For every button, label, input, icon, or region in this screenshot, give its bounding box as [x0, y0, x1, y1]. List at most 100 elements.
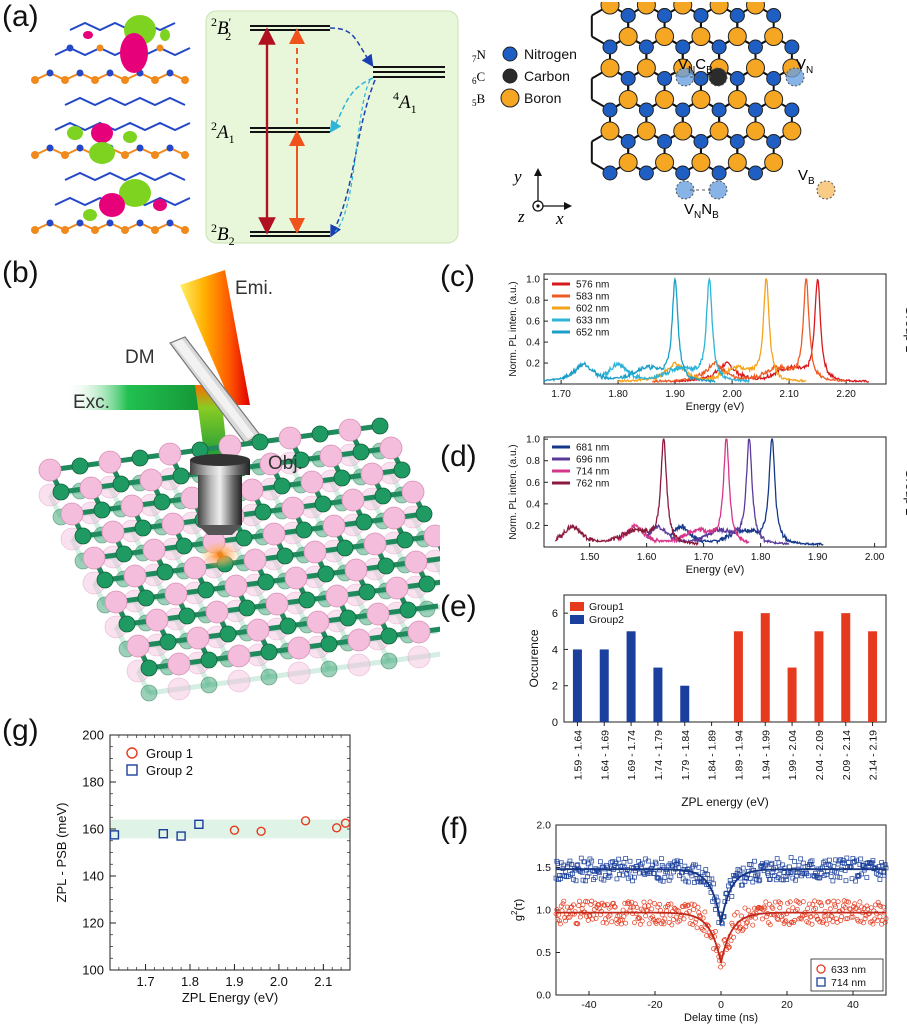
y-tick-label: 1.0 — [526, 275, 540, 286]
legend-atom-marker — [500, 88, 520, 108]
spectrum-series-line — [669, 278, 869, 383]
spectrum-series-line — [651, 278, 847, 384]
y-tick-label: 0.4 — [526, 338, 540, 349]
level-label-b2-prime: 2B′ 2 — [211, 15, 232, 43]
x-tick-label: 40 — [847, 999, 859, 1011]
chart-g-zpl-psb: 1.7 1.8 1.9 2.0 2.1 100 120 140 160 180 200 ZPL Ene… — [54, 728, 351, 1005]
scatter-point — [109, 830, 120, 840]
chart-d-group2-spectra: 1.50 1.60 1.70 1.80 1.90 2.00 0.2 0.4 0.6 0.8 1.0 E… — [508, 435, 907, 576]
x-axis-label: Energy (eV) — [686, 401, 745, 413]
y-axis-label: g2(τ) — [510, 899, 525, 921]
x-tick-label: 1.60 — [637, 552, 657, 563]
panel-label-f: (f) — [440, 812, 469, 845]
legend-atom-marker — [502, 46, 518, 62]
legend-entry: 681 nm — [576, 443, 609, 454]
y-tick-label: 2.0 — [536, 820, 551, 832]
y-tick-label: 0 — [552, 717, 558, 729]
x-category-label: 1.69 - 1.74 — [626, 730, 638, 780]
spectrum-series-line — [645, 438, 790, 546]
label-dichroic-mirror: DM — [125, 347, 155, 368]
legend-entry: 583 nm — [576, 292, 609, 303]
legend-entry: 602 nm — [576, 304, 609, 315]
histogram-bar — [814, 631, 824, 722]
y-tick-label: 200 — [82, 728, 104, 743]
scatter-point — [176, 831, 186, 841]
defect-label-vncb: VNCB — [678, 56, 713, 76]
y-tick-label: 0.2 — [526, 521, 540, 532]
x-tick-label: 20 — [781, 999, 793, 1011]
x-tick-label: 2.10 — [779, 389, 799, 400]
level-label-b2: 2B2 — [211, 221, 235, 245]
legend-atom-symbol: 5B — [472, 91, 486, 108]
group-side-label: Group 1 — [903, 306, 907, 353]
scatter-point — [194, 819, 204, 830]
legend-entry: 652 nm — [576, 328, 609, 339]
scatter-point — [229, 825, 240, 835]
g2-fit-line — [556, 911, 886, 963]
spectrum-series-line — [668, 438, 824, 547]
legend-entry: Group1 — [589, 601, 624, 613]
panel-label-b: (b) — [2, 256, 39, 289]
histogram-bar — [760, 613, 770, 722]
x-tick-label: 1.90 — [808, 552, 828, 563]
legend-swatch — [570, 602, 584, 611]
diagram-background — [205, 10, 459, 244]
label-excitation: Exc. — [73, 392, 110, 413]
laser-focus-spot — [200, 541, 240, 569]
x-tick-label: 2.00 — [865, 552, 885, 563]
y-tick-label: 0.0 — [536, 990, 551, 1002]
legend-entry: Group 1 — [146, 746, 193, 761]
y-tick-label: 2 — [552, 681, 558, 693]
x-axis-label: ZPL Energy (eV) — [182, 990, 278, 1005]
x-tick-label: 1.8 — [181, 974, 199, 989]
x-category-label: 1.59 - 1.64 — [572, 730, 584, 780]
y-tick-label: 100 — [82, 963, 104, 978]
orbital-row-middle — [31, 96, 191, 164]
y-tick-label: 6 — [552, 608, 558, 620]
legend-entry: Group 2 — [146, 763, 193, 778]
x-category-label: 2.09 - 2.14 — [841, 730, 853, 780]
x-category-label: 1.94 - 1.99 — [760, 730, 772, 780]
panel-label-d: (d) — [440, 440, 477, 473]
axis-label-x: x — [555, 209, 564, 228]
y-axis-label: ZPL - PSB (meV) — [54, 803, 69, 903]
g2-series-2 — [553, 855, 889, 927]
legend-atom-symbol: 7N — [472, 47, 487, 64]
spectrum-series-line — [543, 276, 716, 384]
chart-f-g2: -40 -20 0 20 40 0.0 0.5 1.0 1.5 2.0 Delay time (ns… — [510, 820, 889, 1024]
y-tick-label: 0.6 — [526, 317, 540, 328]
label-objective: Obj. — [268, 453, 303, 474]
energy-level-diagram: 2B′ 2 2A1 2B2 4A1 — [205, 10, 459, 245]
x-tick-label: 1.70 — [551, 389, 571, 400]
y-tick-label: 1.0 — [536, 905, 551, 917]
x-category-label: 2.04 - 2.09 — [814, 730, 826, 780]
level-label-a1: 2A1 — [211, 119, 235, 146]
x-tick-label: 2.1 — [314, 974, 332, 989]
y-axis-label: Norm. PL inten. (a.u.) — [508, 281, 519, 376]
lattice-3d — [38, 417, 440, 702]
hbn-lattice: VNCB VN VB VNNB y x z — [512, 2, 836, 228]
scatter-point — [340, 818, 351, 828]
legend-atom-name: Carbon — [524, 68, 570, 84]
panel-label-g: (g) — [2, 714, 39, 747]
x-category-label: 1.89 - 1.94 — [733, 730, 745, 780]
x-category-label: 1.84 - 1.89 — [707, 730, 719, 780]
chart-c-group1-spectra: 1.70 1.80 1.90 2.00 2.10 2.20 0.2 0.4 0.6 0.8 1.0 E… — [508, 273, 907, 413]
histogram-bar — [572, 649, 582, 722]
defect-label-vb: VB — [798, 167, 815, 187]
y-tick-label: 120 — [82, 916, 104, 931]
y-tick-label: 0.4 — [526, 499, 540, 510]
legend-marker — [126, 747, 138, 759]
legend-marker — [126, 764, 138, 776]
histogram-bar — [841, 613, 851, 722]
defect-site-marker — [675, 67, 695, 87]
x-category-label: 1.74 - 1.79 — [653, 730, 665, 780]
x-tick-label: -40 — [581, 999, 596, 1011]
x-tick-label: 2.00 — [722, 389, 742, 400]
x-axis-label: Delay time (ns) — [684, 1012, 758, 1024]
x-tick-label: 2.20 — [836, 389, 856, 400]
x-category-label: 1.99 - 2.04 — [787, 730, 799, 780]
histogram-bar — [599, 649, 609, 722]
histogram-bar — [868, 631, 878, 722]
y-axis-label: Norm. PL inten. (a.u.) — [508, 444, 519, 539]
